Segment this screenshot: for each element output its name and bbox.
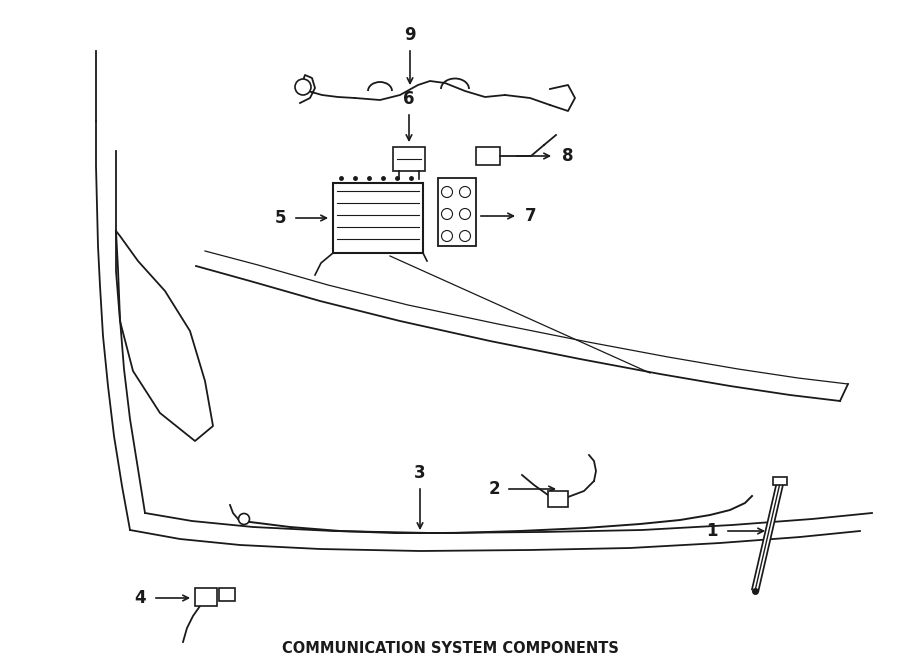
- Text: COMMUNICATION SYSTEM COMPONENTS: COMMUNICATION SYSTEM COMPONENTS: [282, 641, 618, 656]
- Text: 6: 6: [403, 90, 415, 108]
- Bar: [773, 477, 787, 485]
- Text: 3: 3: [414, 464, 426, 482]
- Text: 8: 8: [562, 147, 574, 165]
- Bar: [393, 147, 425, 171]
- Text: 2: 2: [488, 480, 500, 498]
- Text: 1: 1: [706, 522, 718, 540]
- Circle shape: [442, 208, 453, 219]
- Text: 5: 5: [274, 209, 286, 227]
- Text: 4: 4: [134, 589, 146, 607]
- Text: 7: 7: [526, 207, 536, 225]
- Circle shape: [460, 231, 471, 241]
- Circle shape: [238, 514, 249, 524]
- FancyBboxPatch shape: [548, 491, 568, 507]
- Bar: [219, 588, 235, 601]
- Bar: [476, 147, 500, 165]
- Bar: [195, 588, 217, 606]
- Bar: [438, 178, 476, 246]
- Circle shape: [460, 186, 471, 198]
- Bar: [333, 183, 423, 253]
- Circle shape: [460, 208, 471, 219]
- Circle shape: [442, 186, 453, 198]
- Text: 9: 9: [404, 26, 416, 44]
- Circle shape: [295, 79, 311, 95]
- Circle shape: [442, 231, 453, 241]
